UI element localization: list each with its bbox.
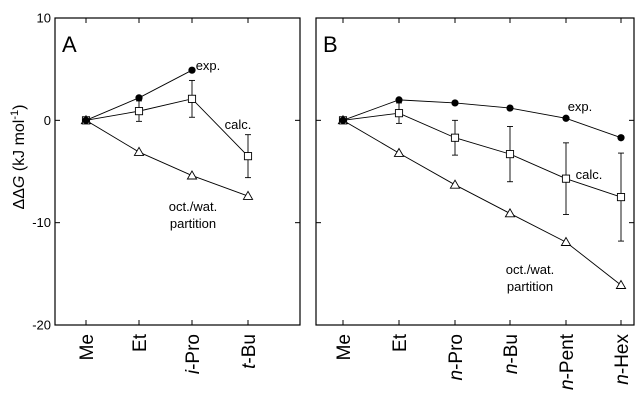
data-point <box>561 174 571 183</box>
data-point <box>449 179 461 189</box>
series-line <box>342 112 622 198</box>
panel-b: B Me Et n-Pro n-Bu n-Pent n-Hex exp. calc. oct./w… <box>315 17 635 390</box>
series-annotation: calc. <box>576 167 603 182</box>
x-tick-label: n-Pent <box>557 333 578 390</box>
data-point <box>616 193 626 202</box>
series-line <box>85 119 249 197</box>
series-annotation: exp. <box>196 58 221 73</box>
y-axis-label-prefix: ΔΔ <box>11 188 28 210</box>
x-tick-label: Et <box>130 333 151 352</box>
data-point <box>395 96 403 104</box>
series-line <box>85 98 249 157</box>
data-point <box>188 66 196 74</box>
x-tick-label: t-Bu <box>239 334 260 369</box>
data-point <box>243 152 253 161</box>
data-point <box>393 147 405 157</box>
plot-frame <box>315 17 635 326</box>
series-line <box>342 99 622 139</box>
y-tick-label: 10 <box>37 11 51 26</box>
x-tick-label: Et <box>390 333 411 352</box>
data-point <box>339 116 347 124</box>
data-point <box>451 99 459 107</box>
data-point <box>562 114 570 122</box>
x-tick-label: n-Bu <box>501 334 522 374</box>
x-tick-label: n-Pro <box>446 334 467 380</box>
plot-frame <box>54 17 301 326</box>
y-axis-label-unit: (kJ mol <box>11 120 28 176</box>
y-tick-label: -10 <box>32 215 51 230</box>
panel-letter: A <box>62 32 77 57</box>
series-line <box>342 119 622 286</box>
series-annotation: oct./wat. partition <box>169 199 217 231</box>
series-exp <box>82 66 196 124</box>
data-point <box>450 133 460 142</box>
data-point <box>506 104 514 112</box>
panel-a: A 10 0 -10 -20 Me Et i-Pro t-Bu exp. calc. oct./wat… <box>32 11 301 374</box>
data-point <box>617 134 625 142</box>
y-tick-label: -20 <box>32 318 51 333</box>
x-tick-label: n-Hex <box>612 334 633 385</box>
series-oct-wat-partition <box>337 114 627 289</box>
series-calc <box>338 102 626 242</box>
series-annotation: exp. <box>568 99 593 114</box>
y-axis-label-close: ) <box>11 105 28 110</box>
y-axis-label: ΔΔG (kJ mol-1) <box>9 105 28 210</box>
data-point <box>82 116 90 124</box>
x-tick-label: Me <box>77 334 98 360</box>
series-annotation: calc. <box>225 117 252 132</box>
series-annotation: oct./wat. partition <box>506 262 554 294</box>
data-point <box>133 146 145 156</box>
y-axis-label-unit-exponent: -1 <box>9 110 21 120</box>
x-tick-label: i-Pro <box>183 334 204 374</box>
data-point <box>187 94 197 103</box>
panel-letter: B <box>323 32 338 57</box>
data-point <box>504 207 516 218</box>
data-point <box>615 279 627 289</box>
data-point <box>135 94 143 102</box>
data-point <box>186 170 198 180</box>
y-axis-label-variable: G <box>11 176 28 188</box>
data-point <box>394 109 404 118</box>
data-point <box>505 150 515 159</box>
data-point <box>134 107 144 116</box>
series-calc <box>81 79 253 179</box>
data-point <box>560 236 572 246</box>
x-tick-label: Me <box>334 334 355 360</box>
svg-text:ΔΔG (kJ mol-1): ΔΔG (kJ mol-1) <box>9 105 28 210</box>
y-tick-label: 0 <box>44 113 51 128</box>
data-point <box>242 190 254 200</box>
series-exp <box>339 96 625 142</box>
